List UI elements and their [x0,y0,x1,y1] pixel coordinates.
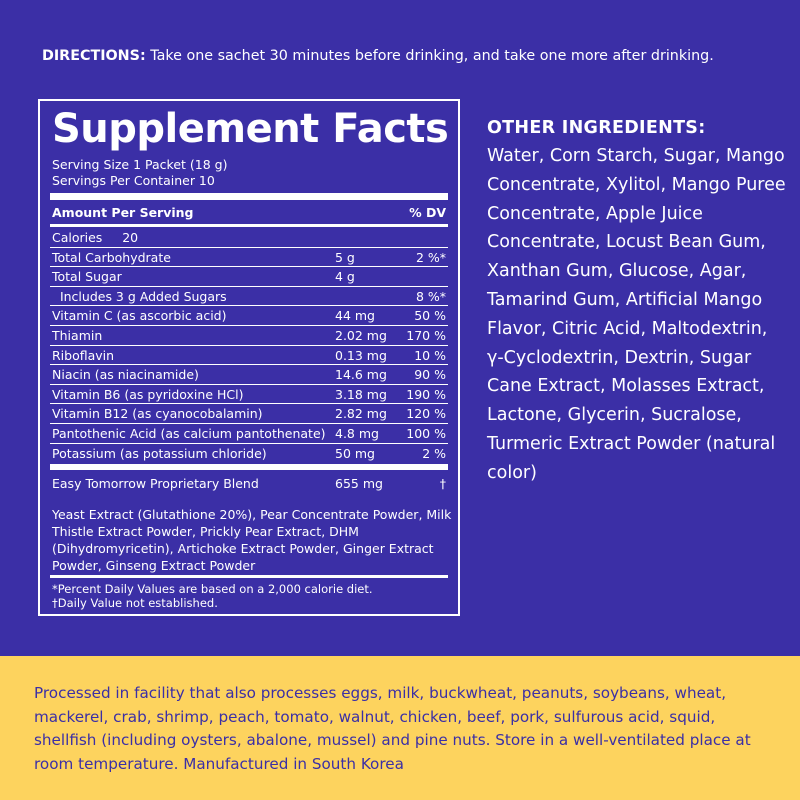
nutrient-amount: 50 mg [335,445,375,461]
blend-rule [50,464,448,470]
row-divider [50,324,448,326]
nutrient-name: Includes 3 g Added Sugars [52,288,227,304]
facts-title: Supplement Facts [52,106,449,152]
row-divider [50,285,448,287]
nutrient-amount: 0.13 mg [335,347,387,363]
servings-per-container: Servings Per Container 10 [52,173,215,188]
nutrient-name: Vitamin B12 (as cyanocobalamin) [52,406,263,422]
row-divider [50,266,448,268]
nutrient-dv: 8 %* [415,288,446,304]
nutrient-dv: 90 % [414,367,446,383]
nutrient-dv: 100 % [406,426,446,441]
other-ingredients-list: Water, Corn Starch, Sugar, Mango Concent… [487,146,786,483]
nutrient-row: Total Carbohydrate 5 g 2 %* [50,248,448,268]
footnote-dv-basis: *Percent Daily Values are based on a 2,0… [52,582,373,596]
nutrient-name: Potassium (as potassium chloride) [52,445,267,461]
row-divider [50,383,448,385]
blend-amount: 655 mg [335,476,383,491]
row-divider [50,344,448,346]
directions: DIRECTIONS: Take one sachet 30 minutes b… [42,46,782,66]
allergen-panel: Processed in facility that also processe… [0,656,800,800]
row-divider [50,364,448,366]
nutrient-dv: 50 % [414,308,446,324]
nutrient-name: Vitamin B6 (as pyridoxine HCl) [52,386,244,402]
row-divider [50,246,448,248]
nutrient-dv: 120 % [406,406,446,422]
blend-ingredients: Yeast Extract (Glutathione 20%), Pear Co… [52,507,452,573]
blend-dv: † [439,476,446,491]
nutrient-row: Calories 20 [50,228,448,248]
nutrient-dv: 2 % [422,445,446,461]
nutrient-name: Vitamin C (as ascorbic acid) [52,308,227,324]
nutrient-row: Pantothenic Acid (as calcium pantothenat… [50,424,448,444]
nutrient-name: Total Carbohydrate [52,249,171,265]
thick-rule [50,193,448,200]
label-panel: DIRECTIONS: Take one sachet 30 minutes b… [38,46,787,616]
blend-name: Easy Tomorrow Proprietary Blend [52,476,259,491]
nutrient-amount: 3.18 mg [335,386,387,402]
nutrient-amount: 5 g [335,249,355,265]
nutrient-dv: 190 % [406,386,446,402]
header-rule [50,224,448,227]
nutrient-row: Vitamin B12 (as cyanocobalamin) 2.82 mg 12… [50,404,448,424]
nutrient-row: Total Sugar 4 g [50,267,448,287]
row-divider [50,305,448,307]
nutrient-name: Riboflavin [52,347,115,363]
nutrient-amount: 2.82 mg [335,406,387,422]
other-ingredients-title: OTHER INGREDIENTS: [487,118,706,138]
directions-label: DIRECTIONS: [42,48,146,64]
nutrient-row: Vitamin B6 (as pyridoxine HCl) 3.18 mg 190… [50,385,448,405]
serving-size: Serving Size 1 Packet (18 g) [52,157,228,172]
nutrient-row: Riboflavin 0.13 mg 10 % [50,346,448,366]
nutrient-row: Niacin (as niacinamide) 14.6 mg 90 % [50,365,448,385]
footnote-dv-not-established: †Daily Value not established. [52,595,218,610]
nutrient-name: Thiamin [52,328,103,343]
amount-per-serving-header: Amount Per Serving [52,205,194,220]
nutrient-name: Pantothenic Acid (as calcium pantothenat… [52,426,326,441]
nutrient-dv: 170 % [406,328,446,343]
nutrient-name: Niacin (as niacinamide) [52,367,199,383]
blend-row: Easy Tomorrow Proprietary Blend 655 mg † [50,474,448,494]
nutrient-amount: 4.8 mg [335,426,379,441]
supplement-facts-panel: Supplement Facts Serving Size 1 Packet (… [38,99,460,616]
nutrient-row: Thiamin 2.02 mg 170 % [50,326,448,346]
nutrient-row: Potassium (as potassium chloride) 50 mg 2 … [50,444,448,464]
nutrient-amount: 4 g [335,269,355,285]
allergen-warning: Processed in facility that also processe… [34,684,751,773]
row-divider [50,403,448,405]
other-ingredients: OTHER INGREDIENTS: Water, Corn Starch, S… [487,114,787,488]
nutrient-dv: 2 %* [415,249,446,265]
footnotes: *Percent Daily Values are based on a 2,0… [52,582,452,610]
nutrient-amount: 44 mg [335,308,375,324]
nutrient-name: Calories 20 [52,230,139,245]
row-divider [50,442,448,444]
row-divider [50,422,448,424]
nutrient-row: Vitamin C (as ascorbic acid) 44 mg 50 % [50,306,448,326]
nutrient-row: Includes 3 g Added Sugars 8 %* [50,287,448,307]
nutrient-amount: 2.02 mg [335,328,387,343]
directions-text: Take one sachet 30 minutes before drinki… [145,48,714,64]
nutrient-name: Total Sugar [52,269,122,285]
footnote-rule [50,575,448,578]
nutrient-dv: 10 % [414,347,446,363]
nutrient-amount: 14.6 mg [335,367,387,383]
dv-header: % DV [409,205,446,220]
